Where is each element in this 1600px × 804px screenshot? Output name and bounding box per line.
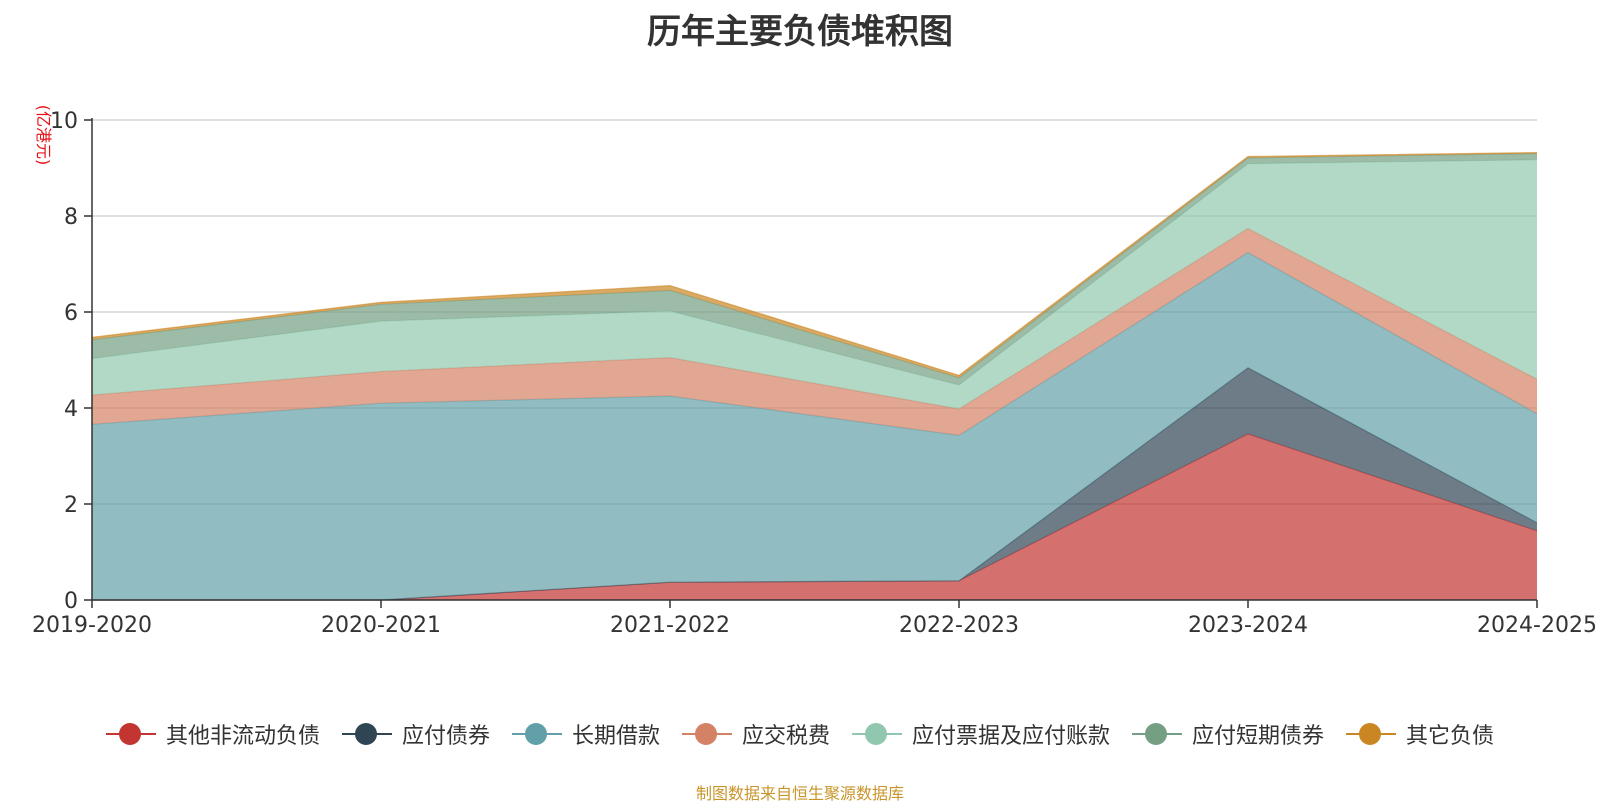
- y-tick-label: 2: [64, 493, 78, 518]
- area-series-4: [92, 159, 1537, 409]
- y-tick-label: 0: [64, 589, 78, 614]
- legend-marker-icon: [1346, 722, 1397, 746]
- legend-marker-icon: [511, 722, 562, 746]
- x-tick-label: 2023-2024: [1188, 613, 1308, 638]
- legend-label: 其它负债: [1406, 724, 1495, 749]
- area-series-5: [92, 153, 1537, 385]
- axes: 0 2 4 6 8 10 2019-2020 2020-2021 2021-2022 2022-2…: [32, 109, 1597, 638]
- y-tick-label: 8: [64, 205, 78, 230]
- area-series-3: [92, 228, 1537, 436]
- legend: 其他非流动负债 应付债券 长期借款 应交税费 应付票据及应付账款 应付短期债券 其它负债: [0, 716, 1600, 752]
- legend-label: 应付票据及应付账款: [912, 724, 1111, 749]
- legend-item-5[interactable]: 应付短期债券: [1132, 718, 1324, 750]
- y-tick-label: 6: [64, 301, 78, 326]
- legend-item-4[interactable]: 应付票据及应付账款: [852, 718, 1110, 750]
- series-line-2: [91, 251, 1538, 437]
- x-tick-label: 2020-2021: [321, 613, 441, 638]
- legend-label: 其他非流动负债: [165, 724, 320, 749]
- legend-item-0[interactable]: 其他非流动负债: [105, 718, 320, 750]
- legend-marker-icon: [105, 722, 156, 746]
- series-line-6: [91, 152, 1538, 377]
- area-series: [91, 152, 1538, 601]
- legend-item-6[interactable]: 其它负债: [1346, 718, 1494, 750]
- legend-marker-icon: [852, 722, 902, 746]
- y-tick-label: 4: [64, 397, 78, 422]
- legend-item-2[interactable]: 长期借款: [511, 718, 660, 750]
- legend-marker-icon: [681, 722, 732, 746]
- x-tick-label: 2019-2020: [32, 613, 152, 638]
- legend-item-3[interactable]: 应交税费: [681, 718, 830, 750]
- chart-title: 历年主要负债堆积图: [647, 12, 953, 52]
- legend-marker-icon: [1132, 722, 1183, 746]
- x-tick-label: 2021-2022: [610, 613, 730, 638]
- source-note: 制图数据来自恒生聚源数据库: [695, 784, 904, 803]
- legend-label: 应付债券: [401, 724, 490, 749]
- x-tick-label: 2022-2023: [899, 613, 1019, 638]
- area-series-1: [92, 367, 1537, 600]
- area-series-0: [92, 433, 1537, 600]
- legend-marker-icon: [341, 722, 392, 746]
- y-tick-label: 10: [50, 109, 78, 134]
- legend-label: 长期借款: [571, 724, 660, 749]
- series-line-5: [91, 153, 1538, 379]
- area-series-6: [92, 152, 1537, 378]
- legend-label: 应付短期债券: [1192, 724, 1325, 749]
- area-series-2: [92, 252, 1537, 600]
- legend-label: 应交税费: [741, 724, 830, 749]
- x-tick-label: 2024-2025: [1477, 613, 1597, 638]
- y-axis-unit-label: (亿港元): [34, 105, 53, 166]
- legend-item-1[interactable]: 应付债券: [341, 718, 490, 750]
